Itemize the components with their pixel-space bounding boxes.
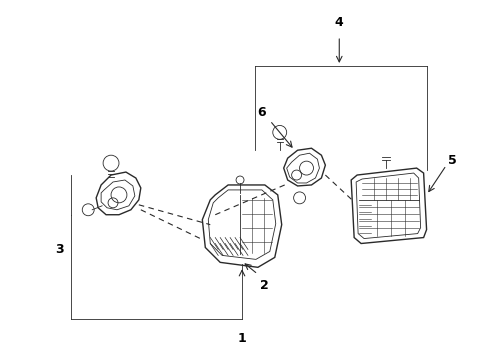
Text: 5: 5 bbox=[448, 154, 457, 167]
Text: 3: 3 bbox=[55, 243, 64, 256]
Text: 1: 1 bbox=[238, 332, 246, 345]
Text: 6: 6 bbox=[258, 106, 266, 119]
Text: 2: 2 bbox=[261, 279, 269, 292]
Text: 4: 4 bbox=[335, 16, 343, 29]
